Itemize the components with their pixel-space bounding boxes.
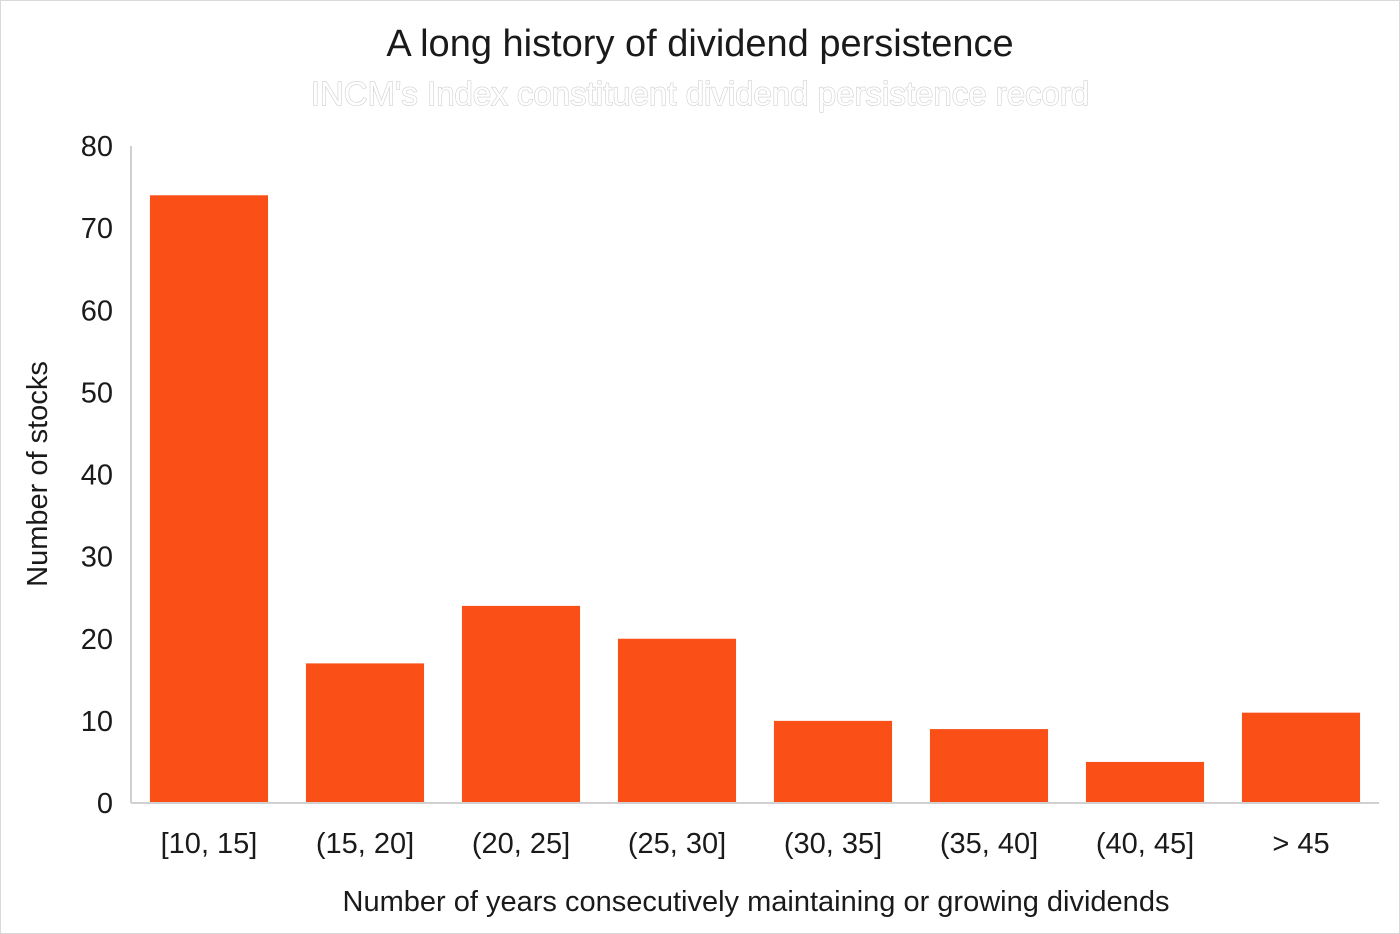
x-axis-ticks: [10, 15] (15, 20] (20, 25] (25, 30] (30, 35]… [161,828,1330,860]
bar [149,195,269,803]
x-tick-label: (20, 25] [472,828,570,860]
y-tick-label: 70 [81,213,113,245]
x-tick-label: (30, 35] [784,828,882,860]
chart-subtitle: INCM's Index constituent dividend persis… [311,75,1090,112]
x-tick-label: [10, 15] [161,828,258,860]
bar [617,638,737,803]
y-tick-label: 80 [81,131,113,163]
x-axis-label: Number of years consecutively maintainin… [343,886,1170,918]
bar [1085,761,1205,803]
y-tick-label: 20 [81,624,113,656]
bars [149,195,1361,803]
bar [929,729,1049,803]
x-tick-label: > 45 [1272,828,1329,860]
y-tick-label: 40 [81,460,113,492]
bar [461,605,581,803]
y-tick-label: 0 [97,788,113,820]
y-axis-ticks: 0 10 20 30 40 50 60 70 80 [81,131,113,820]
bar [1241,712,1361,803]
bar [773,720,893,803]
chart-title: A long history of dividend persistence [386,23,1013,65]
x-tick-label: (40, 45] [1096,828,1194,860]
y-tick-label: 60 [81,295,113,327]
y-tick-label: 50 [81,377,113,409]
y-tick-label: 30 [81,542,113,574]
x-tick-label: (25, 30] [628,828,726,860]
x-tick-label: (35, 40] [940,828,1038,860]
y-axis-label: Number of stocks [22,361,54,587]
x-tick-label: (15, 20] [316,828,414,860]
y-tick-label: 10 [81,706,113,738]
bar [305,663,425,803]
